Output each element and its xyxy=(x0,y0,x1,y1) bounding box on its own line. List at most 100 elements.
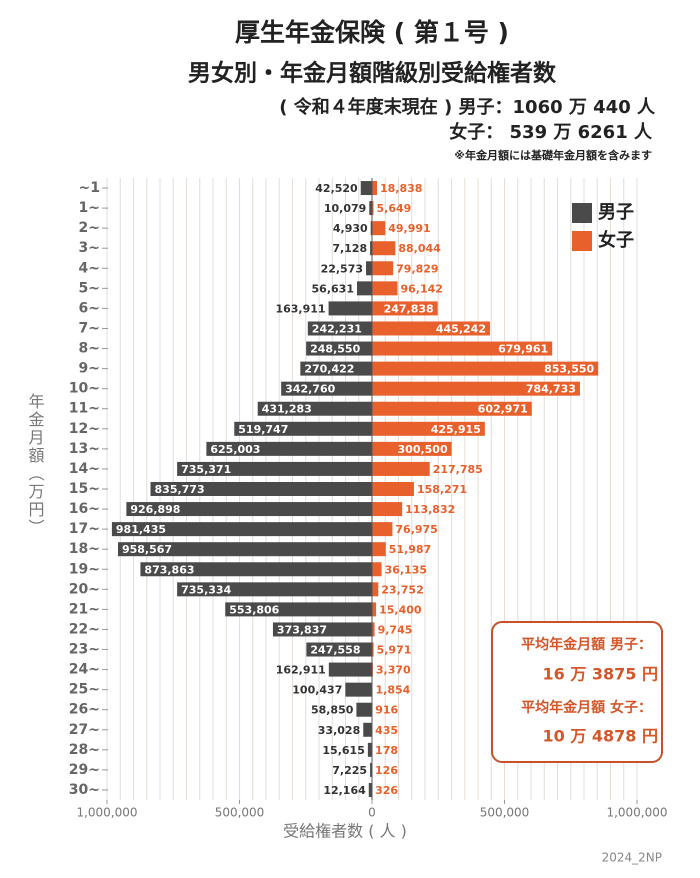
bar xyxy=(356,702,372,717)
value-label: 12,164 xyxy=(323,784,366,797)
y-tick-label: 10~ xyxy=(69,381,100,397)
value-label: 373,837 xyxy=(277,623,327,636)
annotation: 10 万 4878 円 xyxy=(542,727,658,746)
value-label: 342,760 xyxy=(285,383,335,396)
bar xyxy=(140,562,372,577)
bar xyxy=(370,221,372,236)
annotation: 平均年金月額 女子： xyxy=(521,699,652,716)
bar xyxy=(177,582,372,597)
bar xyxy=(372,602,377,617)
y-tick-label: 28~ xyxy=(69,742,100,758)
value-label: 873,863 xyxy=(144,563,194,576)
bar xyxy=(328,662,372,677)
value-label: 36,135 xyxy=(385,563,427,576)
bar xyxy=(307,321,372,336)
bar xyxy=(372,321,490,336)
bar xyxy=(372,281,398,296)
y-tick-label: 27~ xyxy=(69,722,100,738)
value-label: 217,785 xyxy=(433,463,483,476)
bar xyxy=(372,461,430,476)
value-label: 784,733 xyxy=(526,383,576,396)
bar xyxy=(372,181,377,196)
y-tick-label: 26~ xyxy=(69,702,100,718)
legend-swatch xyxy=(572,231,592,251)
bar xyxy=(372,522,393,537)
bar xyxy=(372,441,452,456)
y-tick-label: 12~ xyxy=(69,421,100,437)
y-tick-label: 11~ xyxy=(69,401,100,417)
value-label: 10,079 xyxy=(324,202,366,215)
value-label: 835,773 xyxy=(155,483,205,496)
bar xyxy=(370,762,372,777)
value-label: 88,044 xyxy=(398,242,441,255)
x-tick-label: 500,000 xyxy=(480,806,530,820)
value-label: 247,838 xyxy=(384,302,434,315)
bar xyxy=(372,401,532,416)
value-label: 33,028 xyxy=(318,724,360,737)
bar xyxy=(372,241,396,256)
y-tick-label: 13~ xyxy=(69,441,100,457)
y-tick-label: 16~ xyxy=(69,501,100,517)
value-label: 553,806 xyxy=(229,603,279,616)
value-label: 7,128 xyxy=(332,242,367,255)
bar xyxy=(328,301,372,316)
annotation: 平均年金月額 男子： xyxy=(521,636,652,653)
bar xyxy=(372,261,394,276)
y-tick-label: 24~ xyxy=(69,662,100,678)
value-label: 853,550 xyxy=(544,363,594,376)
bar xyxy=(111,522,372,537)
y-tick-label: ~1 xyxy=(79,180,100,196)
value-label: 76,975 xyxy=(395,523,437,536)
value-label: 96,142 xyxy=(400,282,442,295)
value-label: 5,649 xyxy=(376,202,411,215)
y-tick-label: 30~ xyxy=(69,782,100,798)
value-label: 247,558 xyxy=(310,644,360,657)
legend-label: 男子 xyxy=(598,202,634,223)
value-label: 958,567 xyxy=(122,543,172,556)
y-tick-label: 14~ xyxy=(69,461,100,477)
bar xyxy=(225,602,372,617)
bar xyxy=(372,381,580,396)
chart-subtitle: 男女別・年金月額階級別受給権者数 xyxy=(188,60,557,87)
y-tick-label: 8~ xyxy=(79,341,100,357)
bar xyxy=(234,421,372,436)
y-tick-label: 22~ xyxy=(69,621,100,637)
bar xyxy=(306,341,372,356)
value-label: 163,911 xyxy=(275,302,325,315)
value-label: 7,225 xyxy=(332,764,367,777)
value-label: 15,615 xyxy=(322,744,364,757)
value-label: 431,283 xyxy=(262,403,312,416)
bar xyxy=(281,381,372,396)
value-label: 56,631 xyxy=(312,282,354,295)
y-tick-label: 5~ xyxy=(79,280,100,296)
value-label: 625,003 xyxy=(210,443,260,456)
value-label: 981,435 xyxy=(116,523,166,536)
value-label: 679,961 xyxy=(498,343,548,356)
bar xyxy=(360,181,372,196)
value-label: 435 xyxy=(375,724,398,737)
bar xyxy=(345,682,372,697)
value-label: 79,829 xyxy=(396,262,438,275)
credit: 2024_2NP xyxy=(602,851,662,865)
value-label: 22,573 xyxy=(321,262,363,275)
bar xyxy=(372,201,374,216)
y-tick-label: 20~ xyxy=(69,581,100,597)
bar xyxy=(369,201,372,216)
value-label: 126 xyxy=(375,764,398,777)
value-label: 51,987 xyxy=(389,543,431,556)
value-label: 1,854 xyxy=(375,684,410,697)
total-female: 女子： 539 万 6261 人 xyxy=(449,121,653,143)
bar xyxy=(372,642,374,657)
x-tick-label: 1,000,000 xyxy=(606,806,667,820)
y-tick-label: 7~ xyxy=(79,320,100,336)
value-label: 158,271 xyxy=(417,483,467,496)
bar xyxy=(356,281,372,296)
value-label: 3,370 xyxy=(376,664,411,677)
x-tick-label: 0 xyxy=(368,806,376,820)
value-label: 49,991 xyxy=(388,222,430,235)
value-label: 23,752 xyxy=(381,583,423,596)
bar xyxy=(257,401,372,416)
bar xyxy=(372,421,485,436)
y-tick-label: 17~ xyxy=(69,521,100,537)
